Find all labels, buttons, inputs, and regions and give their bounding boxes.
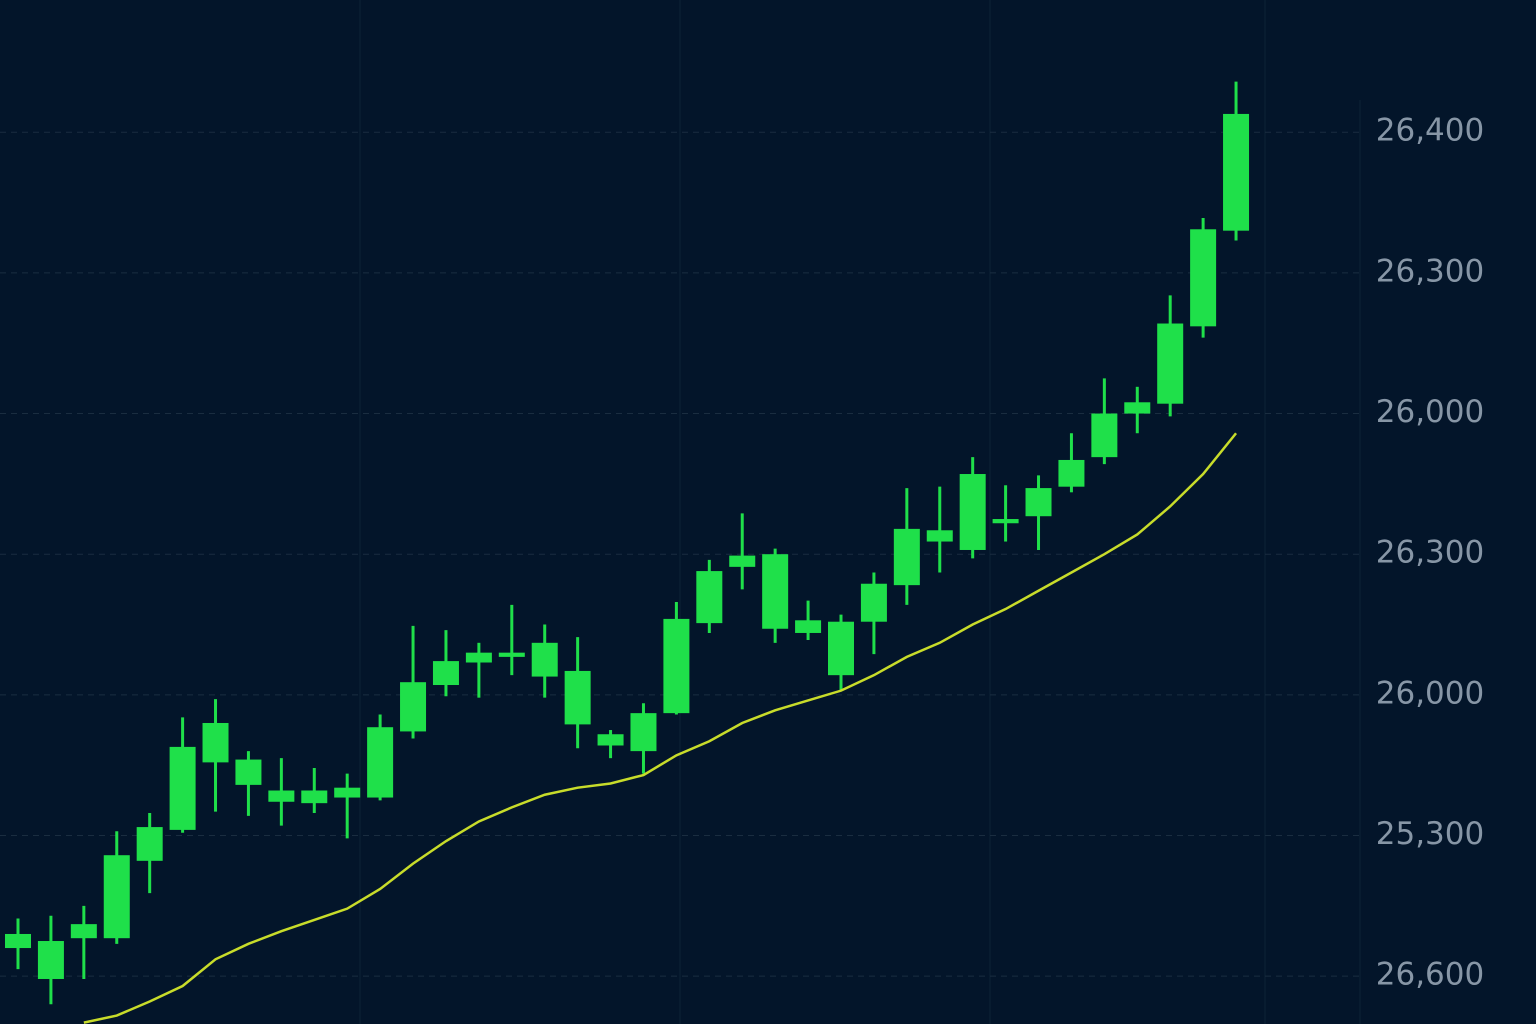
y-tick-label: 26,400	[1376, 113, 1484, 149]
candle-body	[959, 474, 986, 550]
candle-body	[795, 620, 822, 633]
candle-body	[1091, 413, 1118, 458]
candle-body	[564, 670, 591, 725]
y-tick-label: 26,000	[1376, 675, 1484, 711]
candle-body	[1190, 229, 1217, 327]
y-tick-label: 26,300	[1376, 253, 1484, 289]
candle-body	[893, 528, 920, 586]
candle-body	[992, 519, 1019, 524]
candle-body	[729, 555, 756, 567]
candle-body	[432, 661, 459, 686]
candle-body	[1058, 459, 1085, 487]
y-tick-label: 25,300	[1376, 816, 1484, 852]
y-tick-label: 26,000	[1376, 394, 1484, 430]
candle-body	[37, 941, 64, 979]
candle-body	[103, 855, 130, 939]
candle-body	[696, 571, 723, 624]
y-tick-label: 26,300	[1376, 535, 1484, 571]
candle-body	[1025, 488, 1052, 517]
candle-body	[136, 827, 163, 861]
candle-body	[1157, 323, 1184, 404]
candle-body	[5, 933, 31, 949]
y-tick-label: 26,600	[1376, 957, 1484, 993]
candle-body	[762, 554, 789, 629]
candle-body	[70, 924, 97, 939]
candle-body	[268, 790, 295, 802]
candle-body	[202, 722, 229, 763]
candle-body	[630, 713, 657, 752]
candle-body	[169, 746, 196, 830]
candle-body	[334, 787, 361, 798]
candle-body	[828, 621, 854, 676]
candle-body	[926, 530, 953, 542]
candle-body	[498, 652, 525, 657]
moving-average-line	[83, 432, 1238, 1024]
candle-body	[235, 759, 262, 785]
candle-body	[301, 790, 328, 804]
candle-body	[400, 682, 427, 732]
candle-body	[1223, 113, 1250, 231]
candle-body	[465, 652, 492, 663]
candle-body	[367, 727, 394, 798]
candle-body	[1124, 402, 1151, 414]
candle-body	[860, 583, 887, 622]
candle-body	[597, 734, 624, 746]
candle-body	[663, 618, 690, 714]
candle-body	[531, 642, 558, 677]
vertical-grid	[359, 0, 1361, 1024]
